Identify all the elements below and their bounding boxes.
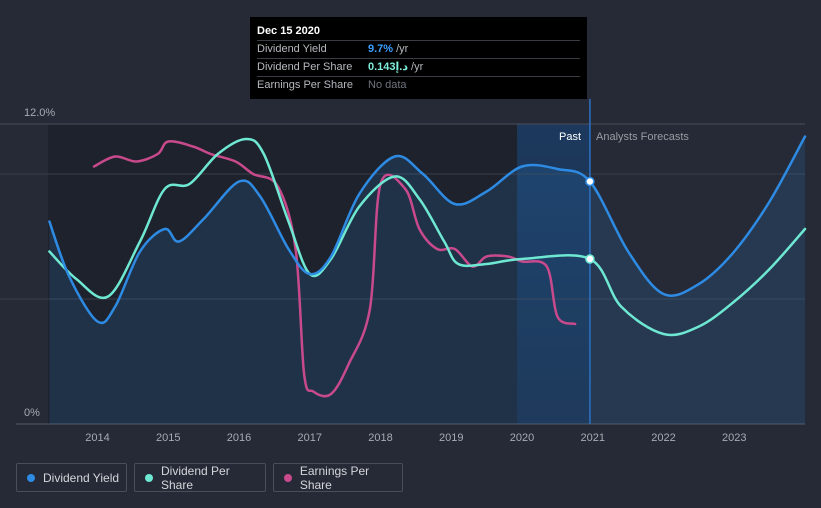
legend-label: Dividend Per Share [161,463,230,492]
x-tick-label: 2021 [581,432,605,444]
x-tick-label: 2018 [368,432,392,444]
marker-dividend-yield [585,176,595,187]
tooltip-value: No data [368,79,407,91]
x-tick-label: 2017 [298,432,322,444]
x-tick-label: 2023 [722,432,746,444]
past-label: Past [559,131,581,143]
forecast-label: Analysts Forecasts [596,131,689,143]
dividend-yield-area [49,136,805,424]
x-tick-label: 2014 [85,432,109,444]
x-tick-label: 2015 [156,432,180,444]
legend-earnings-per-share[interactable]: Earnings Per Share [273,463,403,492]
gridlines [0,123,805,425]
series-line-dividend-per-share [48,137,807,337]
x-tick-label: 2019 [439,432,463,444]
y-tick-min: 0% [24,407,40,419]
y-tick-max: 12.0% [24,107,55,119]
legend-label: Dividend Yield [43,470,120,485]
tooltip-unit: /yr [396,43,409,55]
series-line-earnings-per-share [92,140,577,398]
marker-dividend-per-share [585,254,595,264]
x-tick-label: 2016 [227,432,251,444]
x-tick-label: 2020 [510,432,534,444]
legend-dot-icon [284,473,292,482]
legend-dot-icon [145,473,153,482]
tooltip-label: Dividend Per Share [257,61,353,73]
tooltip-date: Dec 15 2020 [257,25,320,37]
tooltip-label: Dividend Yield [257,43,327,55]
tooltip-value: 0.143د.إ [368,61,409,73]
legend-dividend-yield[interactable]: Dividend Yield [16,463,127,492]
series-line-dividend-yield [48,135,807,325]
tooltip-row-dividend-yield: Dividend Yield 9.7% /yr [257,40,580,58]
legend-label: Earnings Per Share [299,463,370,492]
tooltip-row-earnings-per-share: Earnings Per Share No data [257,76,580,94]
tooltip-row-dividend-per-share: Dividend Per Share 0.143د.إ /yr [257,58,580,76]
series-lines [48,135,807,398]
x-tick-label: 2022 [651,432,675,444]
legend-dividend-per-share[interactable]: Dividend Per Share [134,463,266,492]
tooltip-unit: /yr [411,61,424,73]
tooltip-label: Earnings Per Share [257,79,353,91]
highlight-markers [585,176,595,264]
tooltip: Dec 15 2020 Dividend Yield 9.7% /yr Divi… [250,17,587,99]
tooltip-value: 9.7% [368,43,394,55]
x-axis-ticks: 2014 2015 2016 2017 2018 2019 2020 2021 2022 2023 [85,432,746,444]
legend-dot-icon [27,473,35,482]
